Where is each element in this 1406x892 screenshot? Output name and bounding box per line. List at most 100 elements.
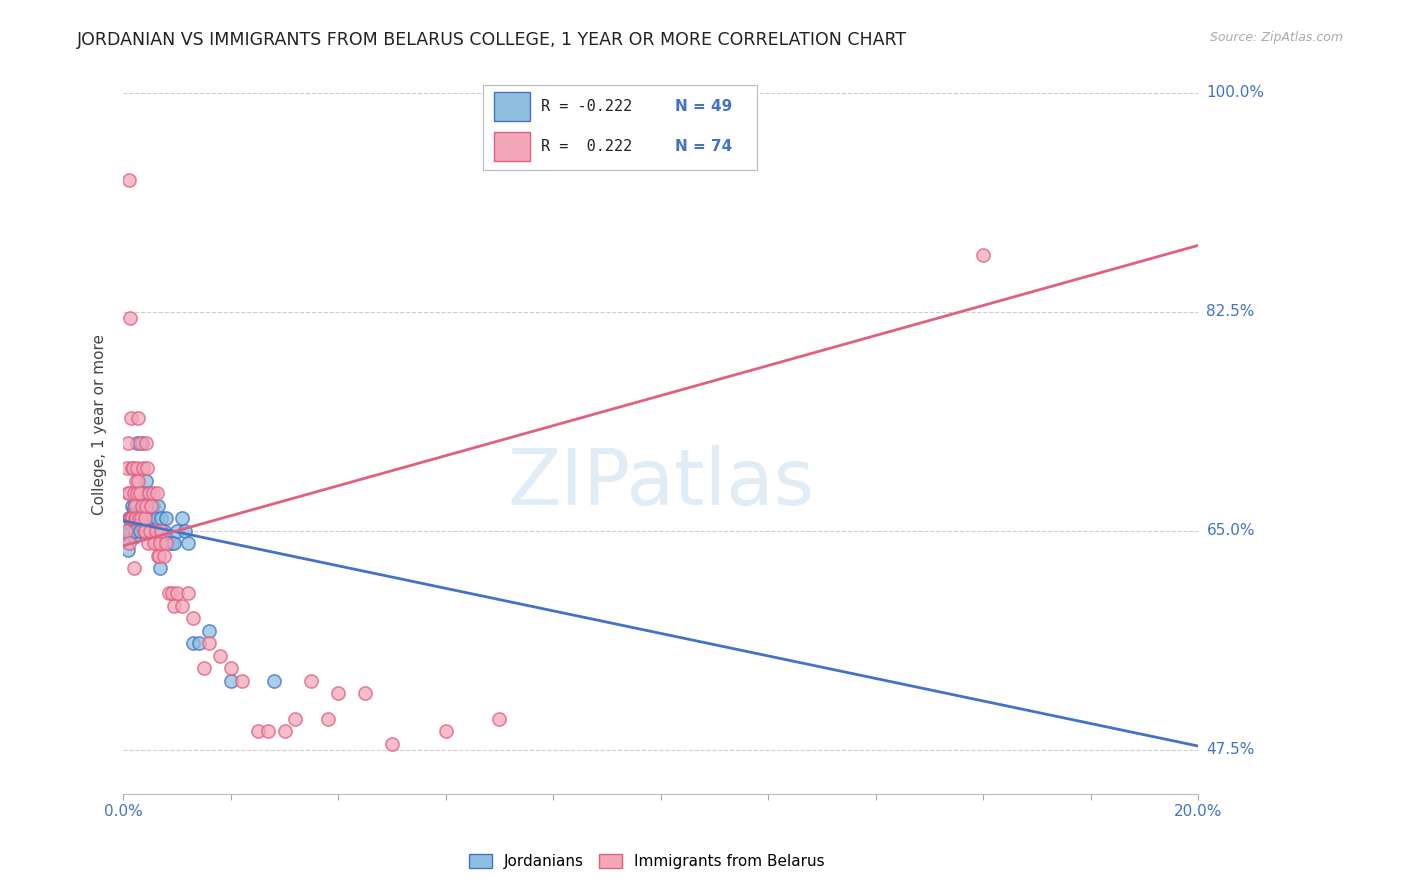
Point: [138, 511, 160, 525]
Point: [129, 486, 152, 500]
Point: [284, 711, 307, 725]
Point: [121, 511, 143, 525]
Point: [174, 524, 197, 538]
Point: [118, 524, 141, 538]
Point: [177, 586, 200, 600]
Text: 82.5%: 82.5%: [1206, 304, 1254, 319]
Point: [124, 496, 146, 510]
Point: [142, 486, 165, 500]
Point: [127, 474, 149, 488]
Point: [115, 461, 138, 475]
Point: [141, 524, 163, 538]
Point: [160, 536, 183, 550]
Point: [124, 474, 146, 488]
Point: [181, 636, 204, 650]
Text: 47.5%: 47.5%: [1206, 742, 1254, 757]
Point: [127, 461, 149, 475]
Point: [157, 536, 180, 550]
Point: [122, 561, 145, 575]
Point: [136, 536, 159, 550]
Point: [122, 486, 145, 500]
Point: [129, 524, 152, 538]
Point: [166, 524, 188, 538]
Point: [128, 511, 150, 525]
Point: [149, 524, 172, 538]
Point: [163, 599, 186, 613]
Point: [187, 636, 209, 650]
Point: [127, 411, 149, 425]
Point: [117, 436, 139, 450]
Point: [152, 524, 174, 538]
Point: [141, 499, 163, 513]
Point: [139, 524, 162, 538]
Point: [155, 511, 177, 525]
Point: [246, 724, 269, 739]
Point: [155, 536, 177, 550]
Point: [124, 499, 146, 513]
Point: [120, 411, 142, 425]
Point: [257, 724, 280, 739]
Point: [172, 599, 194, 613]
Point: [157, 586, 180, 600]
Point: [145, 524, 167, 538]
Point: [125, 486, 148, 500]
Point: [136, 486, 159, 500]
Point: [146, 549, 169, 563]
Point: [122, 461, 145, 475]
Point: [135, 474, 157, 488]
Point: [149, 511, 172, 525]
Point: [134, 499, 156, 513]
Point: [135, 499, 157, 513]
Point: [145, 536, 167, 550]
Point: [316, 711, 339, 725]
Point: [166, 586, 188, 600]
Point: [120, 511, 142, 525]
Point: [181, 611, 204, 625]
Point: [122, 501, 145, 516]
Point: [160, 586, 183, 600]
Point: [118, 173, 141, 187]
Point: [134, 524, 156, 538]
Point: [138, 486, 160, 500]
Point: [127, 486, 149, 500]
Point: [198, 636, 221, 650]
Point: [117, 542, 139, 557]
Point: [139, 499, 162, 513]
Point: [131, 461, 153, 475]
Point: [149, 561, 172, 575]
Text: JORDANIAN VS IMMIGRANTS FROM BELARUS COLLEGE, 1 YEAR OR MORE CORRELATION CHART: JORDANIAN VS IMMIGRANTS FROM BELARUS COL…: [77, 31, 907, 49]
Point: [263, 673, 285, 688]
Text: 100.0%: 100.0%: [1206, 86, 1264, 100]
Point: [131, 499, 153, 513]
Point: [125, 511, 148, 525]
Point: [118, 536, 141, 550]
Point: [125, 511, 148, 525]
Point: [115, 524, 138, 538]
Point: [148, 549, 170, 563]
Text: 65.0%: 65.0%: [1206, 524, 1256, 538]
Point: [118, 511, 141, 525]
Point: [172, 511, 194, 525]
Legend: Jordanians, Immigrants from Belarus: Jordanians, Immigrants from Belarus: [463, 848, 831, 875]
Point: [148, 499, 170, 513]
Point: [134, 511, 156, 525]
Point: [488, 711, 510, 725]
Point: [117, 486, 139, 500]
Point: [129, 436, 152, 450]
Point: [135, 511, 157, 525]
Point: [121, 499, 143, 513]
Point: [219, 661, 242, 675]
Point: [124, 511, 146, 525]
Point: [136, 461, 159, 475]
Point: [120, 511, 142, 525]
Point: [129, 511, 152, 525]
Point: [208, 648, 231, 663]
Point: [131, 436, 153, 450]
Point: [381, 737, 404, 751]
Point: [131, 499, 153, 513]
Point: [152, 549, 174, 563]
Point: [299, 673, 322, 688]
Point: [118, 530, 141, 544]
Point: [145, 486, 167, 500]
Point: [354, 686, 377, 700]
